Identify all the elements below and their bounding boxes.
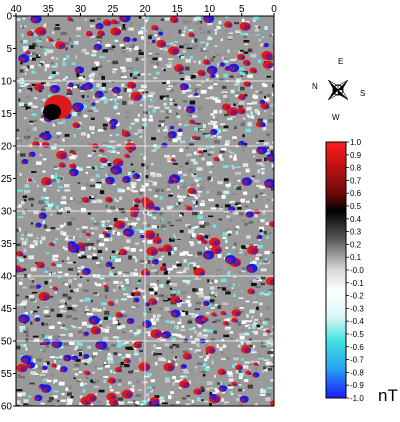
colorbar-tick-label: -0.3 [350, 304, 364, 313]
x-tick-label: 15 [172, 4, 184, 15]
colorbar-tick-label: -1.0 [350, 394, 364, 403]
colorbar-tick-label: -0.1 [350, 279, 364, 288]
colorbar-tick-label: 0.1 [350, 253, 362, 262]
x-tick-label: 30 [75, 4, 87, 15]
y-tick-label: 10 [1, 77, 13, 88]
y-tick-label: 5 [6, 44, 12, 55]
y-tick-label: 60 [1, 402, 13, 413]
x-tick-label: 20 [139, 4, 151, 15]
y-tick-label: 55 [1, 369, 13, 380]
compass-label-e: E [338, 57, 343, 66]
x-tick-label: 5 [239, 4, 245, 15]
colorbar-labels: 1.0 0.9 0.8 0.7 0.6 0.5 0.4 0.3 0.2 0.1 -0.0 -0.1 -0… [346, 138, 364, 403]
y-tick-label: 45 [1, 304, 13, 315]
y-tick-label: 40 [1, 272, 13, 283]
colorbar-tick-label: -0.5 [350, 330, 364, 339]
colorbar-tick-label: 1.0 [350, 138, 362, 147]
y-tick-label: 50 [1, 337, 13, 348]
colorbar-tick-label: -0.0 [350, 266, 364, 275]
x-tick-label: 40 [10, 4, 22, 15]
y-axis: 0 5 10 15 20 25 30 35 40 45 50 55 60 [1, 12, 16, 413]
y-tick-label: 35 [1, 239, 13, 250]
x-tick-label: 10 [204, 4, 216, 15]
compass-label-s: S [360, 89, 365, 98]
colorbar-tick-label: -0.2 [350, 292, 364, 301]
grid-lines [16, 16, 274, 406]
colorbar-tick-label: -0.8 [350, 368, 364, 377]
x-tick-label: 25 [107, 4, 119, 15]
y-tick-label: 20 [1, 142, 13, 153]
compass-label-n: N [312, 82, 318, 91]
colorbar-tick-label: -0.9 [350, 381, 364, 390]
y-tick-label: 25 [1, 174, 13, 185]
compass-rose-icon: N E S W [312, 57, 365, 122]
x-tick-label: 0 [271, 4, 277, 15]
colorbar-tick-label: 0.6 [350, 189, 362, 198]
x-axis: 40 35 30 25 20 15 10 5 0 [10, 4, 277, 16]
unit-label: nT [378, 386, 398, 405]
colorbar-tick-label: 0.2 [350, 240, 362, 249]
colorbar-tick-label: -0.7 [350, 356, 364, 365]
y-tick-label: 30 [1, 207, 13, 218]
y-tick-label: 0 [6, 12, 12, 23]
colorbar-tick-label: 0.8 [350, 164, 362, 173]
colorbar-tick-label: -0.6 [350, 343, 364, 352]
colorbar-tick-label: 0.3 [350, 228, 362, 237]
compass-label-w: W [332, 113, 340, 122]
colorbar-tick-label: 0.4 [350, 215, 362, 224]
colorbar-tick-label: 0.9 [350, 151, 362, 160]
colorbar-tick-label: -0.4 [350, 317, 364, 326]
colorbar-tick-label: 0.5 [350, 202, 362, 211]
colorbar-tick-label: 0.7 [350, 176, 362, 185]
y-tick-label: 15 [1, 109, 13, 120]
colorbar [325, 141, 347, 399]
anomaly-raster [16, 16, 274, 406]
x-tick-label: 35 [43, 4, 55, 15]
